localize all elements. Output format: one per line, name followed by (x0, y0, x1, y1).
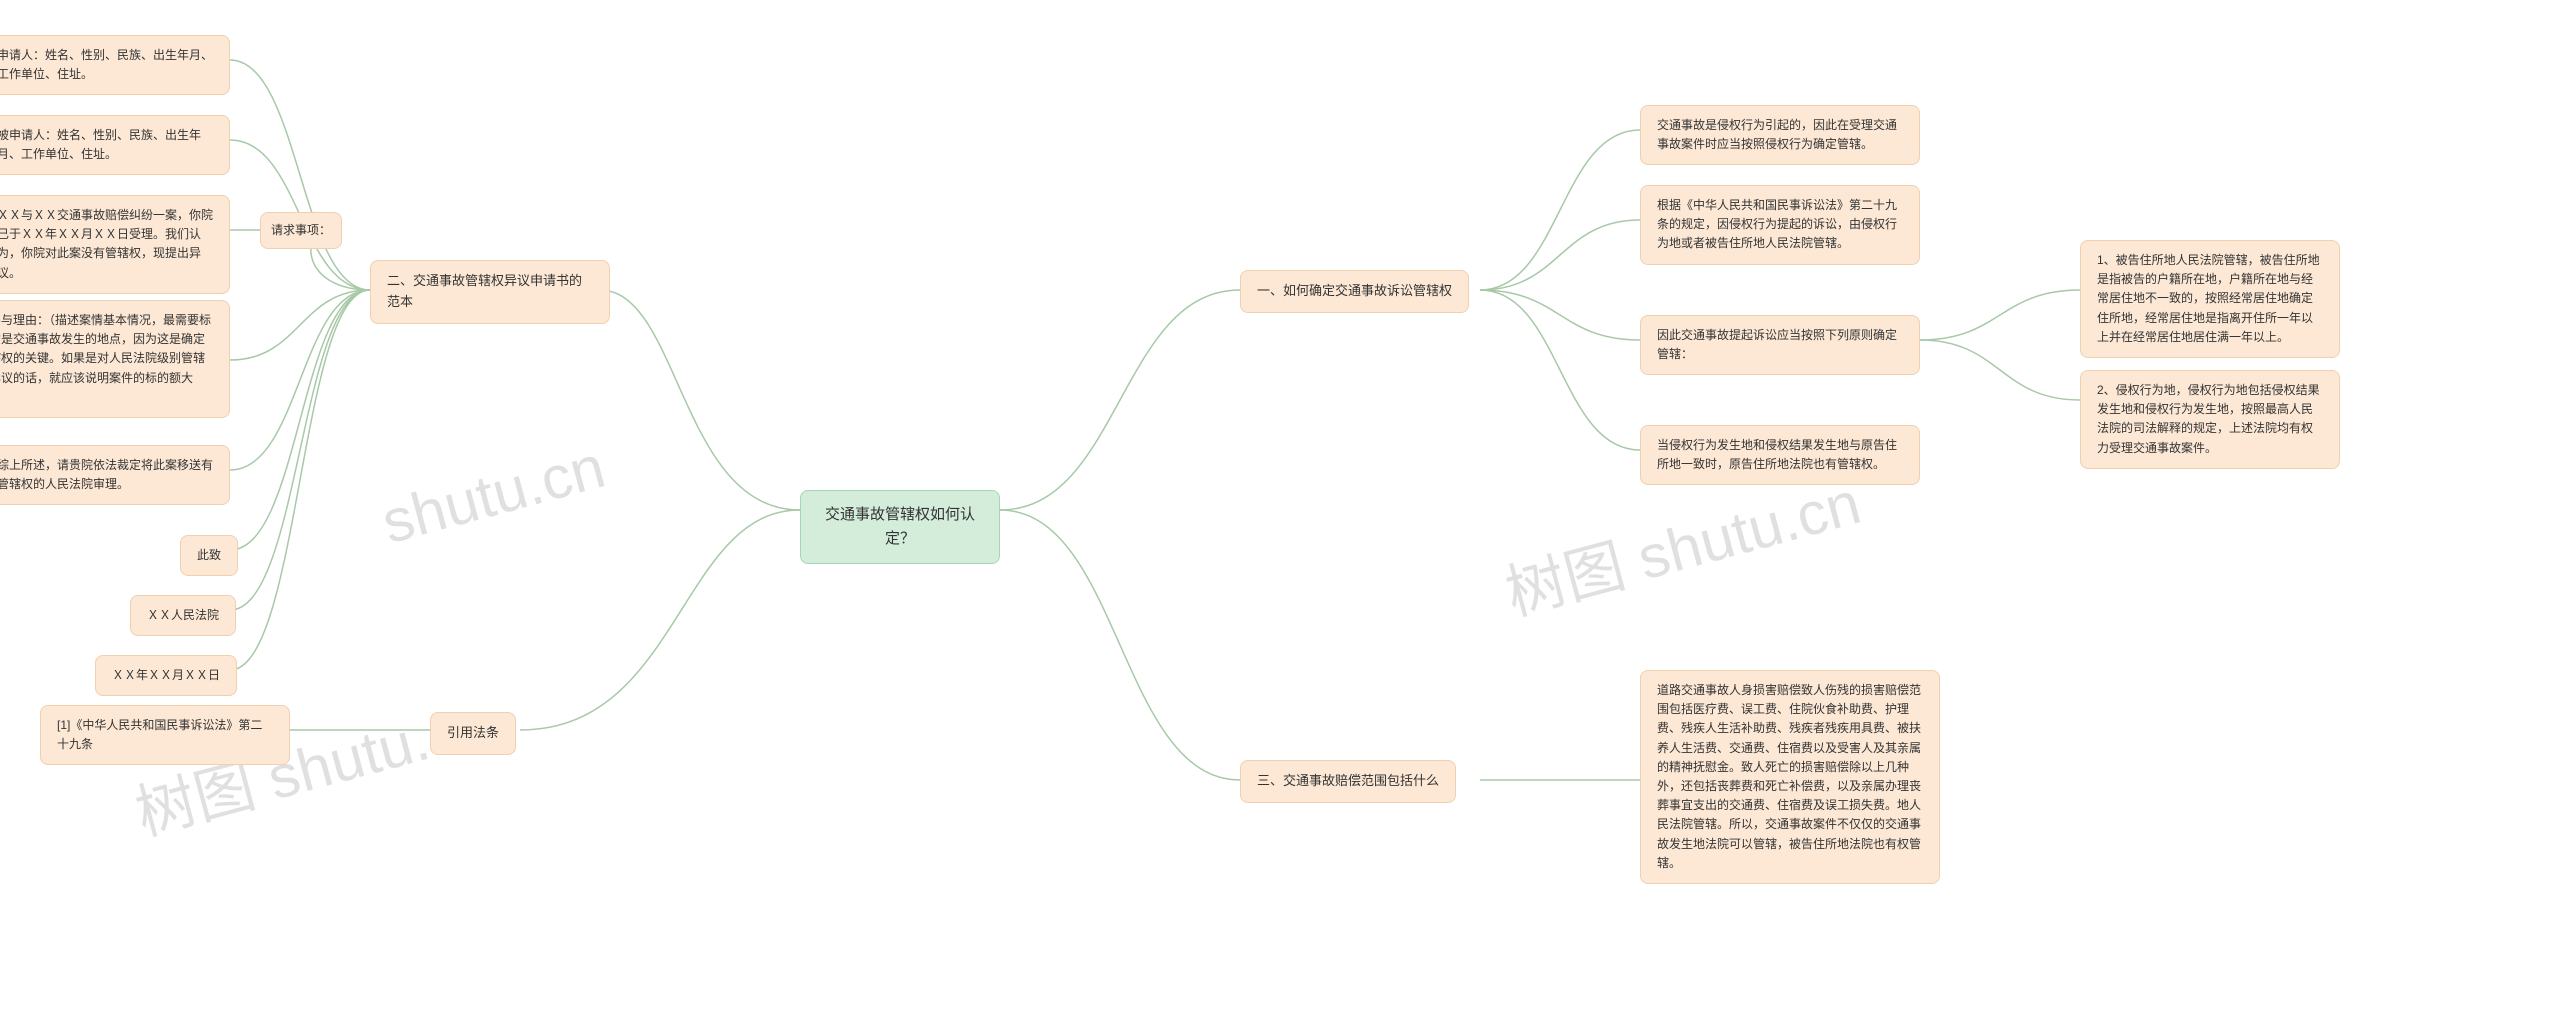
branch-2[interactable]: 二、交通事故管辖权异议申请书的范本 (370, 260, 610, 324)
watermark: shutu.cn (375, 432, 612, 557)
connector-lines (0, 0, 2560, 1018)
b2-leaf-3-label: 请求事项： (260, 212, 342, 249)
b2-leaf-2: 被申请人：姓名、性别、民族、出生年月、工作单位、住址。 (0, 115, 230, 175)
b1-leaf-2: 根据《中华人民共和国民事诉讼法》第二十九条的规定，因侵权行为提起的诉讼，由侵权行… (1640, 185, 1920, 265)
b2-leaf-6: 此致 (180, 535, 238, 576)
branch-1[interactable]: 一、如何确定交通事故诉讼管辖权 (1240, 270, 1469, 313)
b2-leaf-4: 事实与理由：（描述案情基本情况，最需要标注的是交通事故发生的地点，因为这是确定管… (0, 300, 230, 418)
b2-leaf-8: ＸＸ年ＸＸ月ＸＸ日 (95, 655, 237, 696)
b1-leaf-3-1: 1、被告住所地人民法院管辖，被告住所地是指被告的户籍所在地，户籍所在地与经常居住… (2080, 240, 2340, 358)
branch-3[interactable]: 三、交通事故赔偿范围包括什么 (1240, 760, 1456, 803)
b1-leaf-3-2: 2、侵权行为地，侵权行为地包括侵权结果发生地和侵权行为发生地，按照最高人民法院的… (2080, 370, 2340, 469)
b1-leaf-4: 当侵权行为发生地和侵权结果发生地与原告住所地一致时，原告住所地法院也有管辖权。 (1640, 425, 1920, 485)
branch-4[interactable]: 引用法条 (430, 712, 516, 755)
b2-leaf-5: 综上所述，请贵院依法裁定将此案移送有管辖权的人民法院审理。 (0, 445, 230, 505)
b4-leaf-1: [1]《中华人民共和国民事诉讼法》第二十九条 (40, 705, 290, 765)
b2-leaf-3: ＸＸ与ＸＸ交通事故赔偿纠纷一案，你院已于ＸＸ年ＸＸ月ＸＸ日受理。我们认为，你院对… (0, 195, 230, 294)
b2-leaf-1: 申请人：姓名、性别、民族、出生年月、工作单位、住址。 (0, 35, 230, 95)
b2-leaf-7: ＸＸ人民法院 (130, 595, 236, 636)
root-node[interactable]: 交通事故管辖权如何认定？ (800, 490, 1000, 564)
b3-leaf-1: 道路交通事故人身损害赔偿致人伤残的损害赔偿范围包括医疗费、误工费、住院伙食补助费… (1640, 670, 1940, 884)
b1-leaf-3: 因此交通事故提起诉讼应当按照下列原则确定管辖： (1640, 315, 1920, 375)
b1-leaf-1: 交通事故是侵权行为引起的，因此在受理交通事故案件时应当按照侵权行为确定管辖。 (1640, 105, 1920, 165)
